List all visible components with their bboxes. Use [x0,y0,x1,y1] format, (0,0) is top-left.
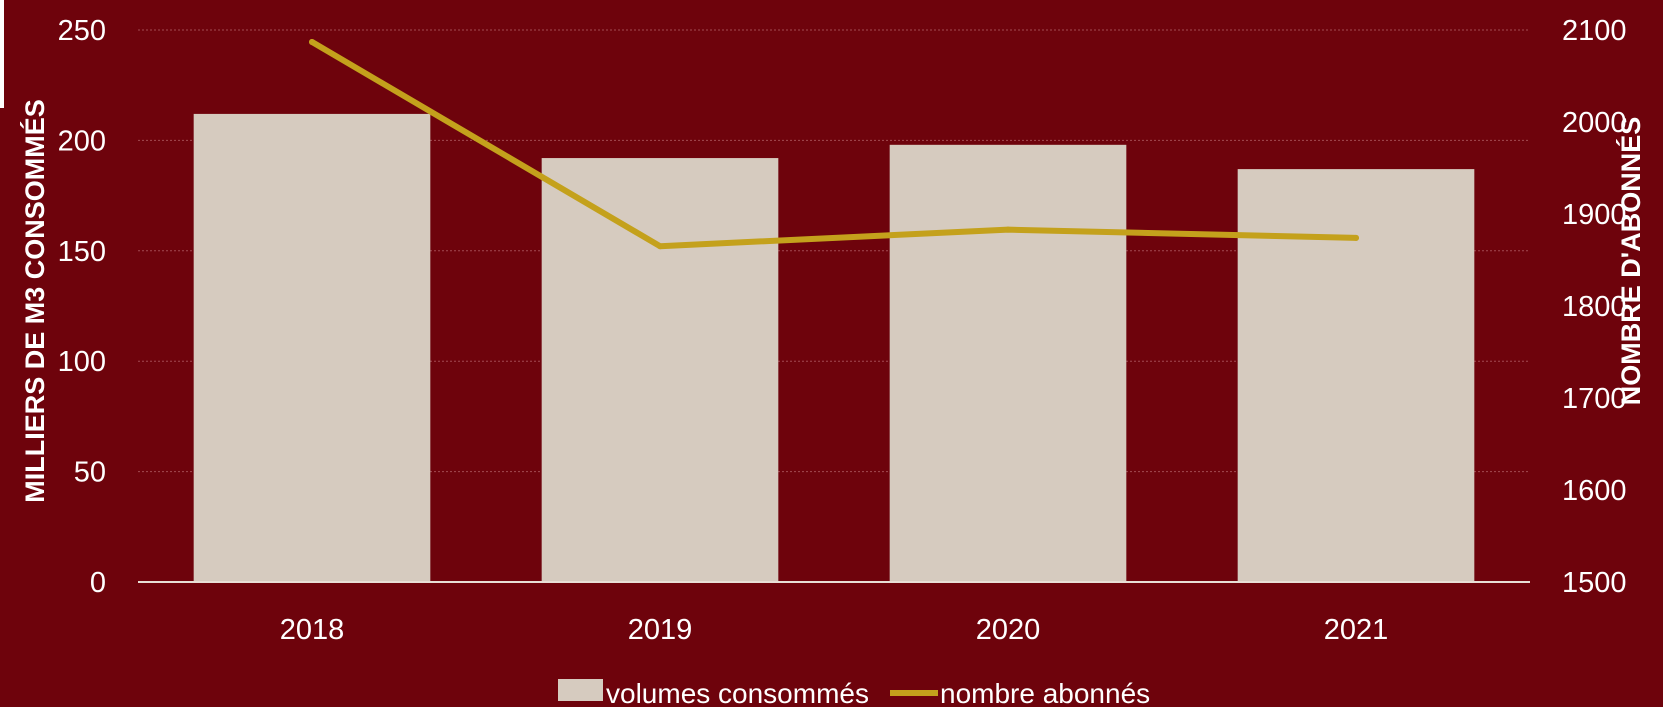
legend: volumes consommés nombre abonnés [558,678,1150,707]
y-tick-label: 150 [58,236,106,268]
axes: 0 50 100 150 200 250 1500 1600 1700 1800 1900 2000 2… [58,15,1627,646]
bar-2021 [1237,169,1475,582]
y2-tick-label: 1500 [1562,567,1627,599]
line-point-2020 [1005,226,1011,233]
bar-2018 [193,113,431,583]
y-tick-label: 0 [90,567,106,599]
y2-tick-label: 1700 [1562,383,1627,415]
y2-tick-label: 1600 [1562,475,1627,507]
y2-tick-label: 1900 [1562,199,1627,231]
y2-axis-title: NOMBRE D'ABONNÉS [1615,117,1646,405]
line-point-2021 [1353,234,1359,241]
y2-tick-label: 1800 [1562,291,1627,323]
legend-label-volumes: volumes consommés [606,678,869,707]
x-tick-label: 2020 [976,614,1041,646]
y-axis-title: MILLIERS DE M3 CONSOMMÉS [19,99,50,503]
y2-tick-label: 2000 [1562,107,1627,139]
legend-swatch-volumes [558,679,603,701]
y-tick-label: 250 [58,15,106,47]
line-point-2019 [657,243,663,250]
y-tick-label: 100 [58,346,106,378]
bar-2020 [889,144,1127,583]
edge-accent [0,0,4,108]
line-point-2018 [309,38,315,45]
y2-tick-label: 2100 [1562,15,1627,47]
y-tick-label: 200 [58,125,106,157]
line-nombre-abonnes [309,38,1359,250]
y-tick-label: 50 [74,457,106,489]
legend-label-abonnes: nombre abonnés [940,678,1150,707]
bar-2019 [541,158,779,582]
x-tick-label: 2019 [628,614,693,646]
x-tick-label: 2018 [280,614,345,646]
line-series [309,38,1359,250]
x-tick-label: 2021 [1324,614,1389,646]
